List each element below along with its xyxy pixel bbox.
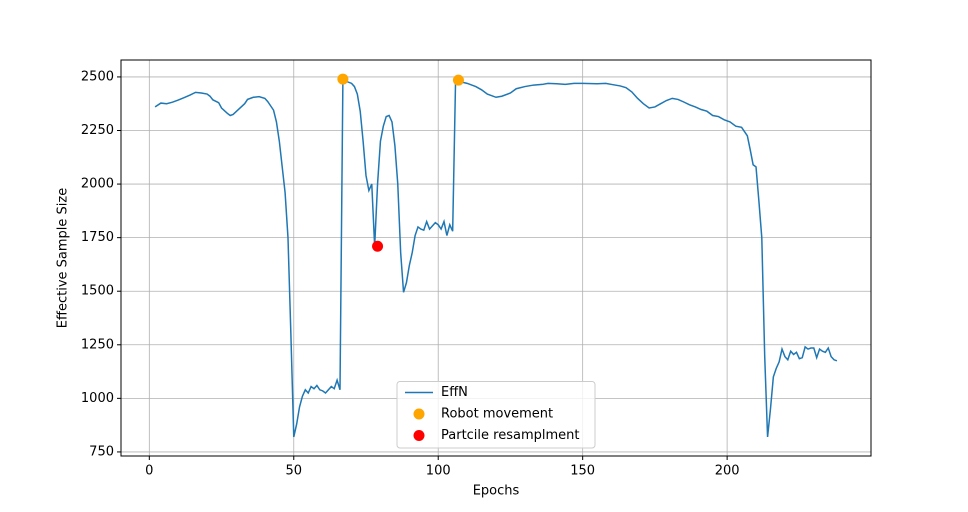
x-axis-label: Epochs (473, 484, 520, 499)
plot (154, 73, 838, 438)
y-tick-label: 1000 (81, 391, 114, 406)
legend: EffN Robot movement Partcile resamplment (396, 381, 596, 449)
x-tick-label: 0 (145, 464, 153, 479)
legend-box (396, 381, 596, 449)
y-tick-label: 2250 (81, 123, 114, 138)
data-point (452, 74, 464, 86)
legend-swatch (413, 430, 425, 441)
x-tick-label: 150 (570, 464, 595, 479)
y-tick-label: 1250 (81, 337, 114, 352)
x-tick-label: 50 (285, 464, 302, 479)
data-point (337, 73, 349, 85)
y-tick-label: 2000 (81, 177, 114, 192)
y-tick-label: 2500 (81, 69, 114, 84)
x-tick-label: 100 (426, 464, 451, 479)
y-tick-label: 1500 (81, 284, 114, 299)
data-line (154, 80, 838, 438)
y-tick-label: 1750 (81, 230, 114, 245)
x-tick-label: 200 (715, 464, 740, 479)
legend-label: Partcile resamplment (441, 428, 580, 443)
y-tick-label: 750 (89, 444, 114, 459)
grid (121, 60, 871, 456)
legend-label: Robot movement (441, 407, 553, 422)
data-point (372, 240, 384, 252)
legend-swatch (413, 408, 425, 420)
legend-label: EffN (441, 385, 468, 400)
axes-frame (120, 59, 872, 457)
y-axis-label: Effective Sample Size (56, 188, 71, 328)
